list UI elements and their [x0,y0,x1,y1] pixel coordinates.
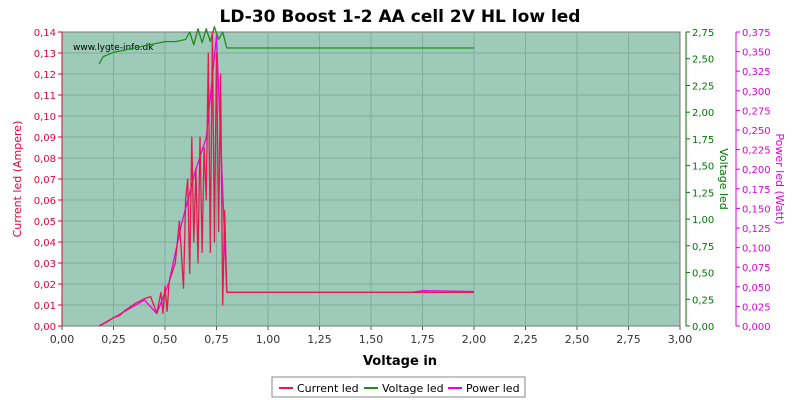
y-right-voltage-tick-label: 2,25 [692,81,714,92]
y-right-voltage-tick-label: 0,50 [692,269,714,280]
y-left-tick-label: 0,11 [34,91,56,102]
series-voltage-led [98,26,474,65]
x-tick-label: 1,75 [410,333,435,346]
y-left-tick-label: 0,05 [34,217,56,228]
legend-box [271,376,526,398]
x-tick-label: 1,50 [359,333,384,346]
legend: Current led Voltage led Power led [271,376,526,398]
y-left-tick-label: 0,00 [34,322,56,333]
series-current-led [98,31,474,327]
y-left-tick-label: 0,06 [34,196,56,207]
y-right-voltage-tick-label: 2,00 [692,108,714,119]
grid-lines [62,32,680,326]
y-left-tick-label: 0,10 [34,112,56,123]
x-tick-label: 0,50 [153,333,178,346]
y-right-power-tick-label: 0,125 [742,224,771,235]
y-right-power-axis-label: Power led (Watt) [773,133,786,224]
y-left-tick-label: 0,02 [34,280,56,291]
y-right-power-tick-label: 0,225 [742,146,771,157]
y-right-power-tick-label: 0,150 [742,204,771,215]
y-right-voltage-ticks: 0,00 0,25 0,50 0,75 1,00 1,25 1,50 1,75 2,00 2,25… [686,28,714,333]
series-layer [98,26,475,327]
x-tick-label: 0,75 [204,333,229,346]
y-right-power-tick-label: 0,000 [742,322,771,333]
y-right-voltage-tick-label: 0,00 [692,322,714,333]
y-right-voltage-tick-label: 1,50 [692,162,714,173]
y-left-ticks: 0,00 0,01 0,02 0,03 0,04 0,05 0,06 0,07 0,08 0,09… [34,28,62,333]
x-tick-label: 2,50 [565,333,590,346]
y-right-voltage-axis-label: Voltage led [717,148,730,210]
y-right-voltage-tick-label: 0,25 [692,295,714,306]
y-right-power-tick-label: 0,100 [742,244,771,255]
y-left-tick-label: 0,08 [34,154,56,165]
y-right-power-tick-label: 0,175 [742,185,771,196]
y-right-power-tick-label: 0,375 [742,28,771,39]
y-left-tick-label: 0,09 [34,133,56,144]
y-right-voltage-tick-label: 1,75 [692,135,714,146]
y-right-power-tick-label: 0,250 [742,126,771,137]
y-left-tick-label: 0,13 [34,49,56,60]
y-left-tick-label: 0,03 [34,259,56,270]
x-tick-label: 3,00 [668,333,693,346]
x-tick-label: 0,25 [101,333,126,346]
y-left-tick-label: 0,07 [34,175,56,186]
y-right-power-tick-label: 0,200 [742,165,771,176]
x-tick-label: 2,00 [462,333,487,346]
y-right-power-tick-label: 0,300 [742,87,771,98]
y-left-axis-label: Current led (Ampere) [11,121,24,238]
y-right-voltage-tick-label: 1,25 [692,188,714,199]
y-left-tick-label: 0,12 [34,70,56,81]
x-tick-label: 2,75 [616,333,641,346]
watermark: www.lygte-info.dk [73,43,154,53]
y-right-voltage-tick-label: 1,00 [692,215,714,226]
y-right-voltage-tick-label: 0,75 [692,242,714,253]
y-right-power-ticks: 0,000 0,025 0,050 0,075 0,100 0,125 0,150 0,175… [736,28,771,333]
legend-power-led: Power led [466,382,520,395]
y-right-power-tick-label: 0,275 [742,106,771,117]
y-right-voltage-tick-label: 2,50 [692,55,714,66]
x-axis-ticks: 0,00 0,25 0,50 0,75 1,00 1,25 1,50 1,75 2,00 2,25… [50,326,693,346]
chart-title: LD-30 Boost 1-2 AA cell 2V HL low led [220,7,581,27]
y-right-power-tick-label: 0,350 [742,48,771,59]
y-left-tick-label: 0,04 [34,238,56,249]
y-left-tick-label: 0,01 [34,301,56,312]
legend-current-led: Current led [297,382,359,395]
x-tick-label: 1,25 [307,333,332,346]
x-tick-label: 0,00 [50,333,75,346]
y-right-power-tick-label: 0,050 [742,283,771,294]
x-tick-label: 2,25 [513,333,538,346]
x-axis-label: Voltage in [363,354,437,369]
x-tick-label: 1,00 [256,333,281,346]
y-right-power-tick-label: 0,075 [742,263,771,274]
y-right-power-tick-label: 0,325 [742,67,771,78]
y-right-voltage-tick-label: 2,75 [692,28,714,39]
legend-voltage-led: Voltage led [382,382,444,395]
y-left-tick-label: 0,14 [34,28,56,39]
y-right-power-tick-label: 0,025 [742,302,771,313]
